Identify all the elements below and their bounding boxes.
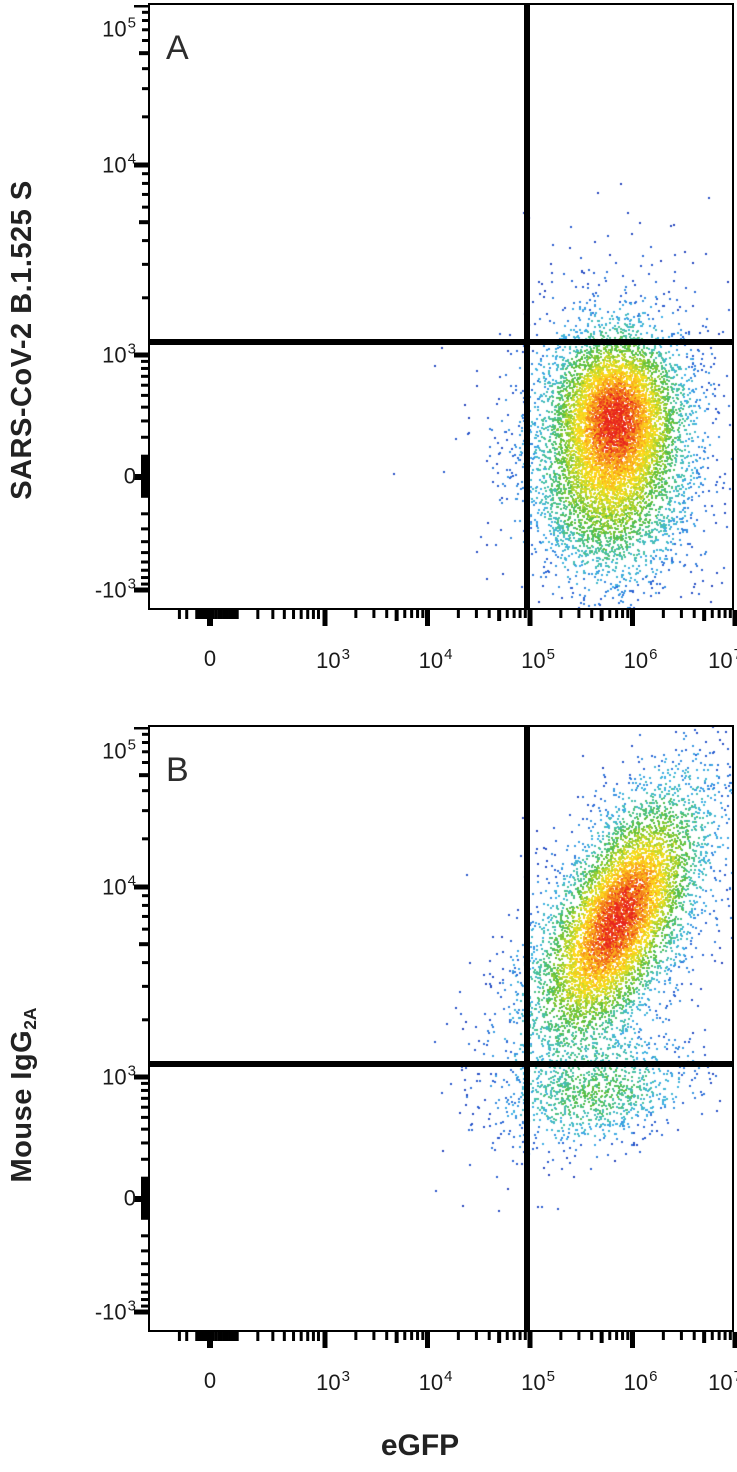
panel-b-quadrant-gate-horizontal	[148, 1060, 734, 1067]
panel-a-y-axis-title: SARS-CoV-2 B.1.525 S	[6, 180, 38, 500]
x-axis-tick-label: 103	[316, 646, 350, 673]
x-axis-tick-label: 0	[203, 1368, 217, 1393]
y-axis-tick-label: 0	[123, 463, 136, 489]
y-axis-tick-label: 105	[102, 736, 136, 764]
panel-a-x-axis-ticks	[177, 610, 737, 626]
x-axis-tick-label: 0	[203, 646, 217, 671]
x-axis-tick-label: 107	[708, 646, 737, 673]
x-axis-tick-label: 103	[316, 1368, 350, 1395]
x-axis-tick-label: 105	[521, 1368, 555, 1395]
panel-b-quadrant-gate-vertical	[524, 725, 531, 1332]
panel-b-letter: B	[166, 751, 189, 789]
panel-b-y-axis-title: Mouse IgG2A	[6, 1007, 41, 1183]
y-axis-tick-label: -103	[94, 1297, 136, 1325]
panel-b-density-scatter	[150, 727, 732, 1330]
panel-a-letter: A	[166, 29, 189, 67]
panel-a-quadrant-gate-horizontal	[148, 338, 734, 345]
panel-a-plot: A	[148, 3, 734, 610]
panel-b-x-axis-ticks	[177, 1332, 737, 1348]
y-axis-tick-label: 105	[102, 14, 136, 42]
x-axis-tick-label: 107	[708, 1368, 737, 1395]
x-axis-title: eGFP	[380, 1429, 460, 1462]
y-axis-tick-label: -103	[94, 575, 136, 603]
panel-b-plot: B	[148, 725, 734, 1332]
y-axis-tick-label: 104	[102, 150, 136, 178]
y-axis-tick-label: 103	[102, 1062, 136, 1090]
y-axis-tick-label: 0	[123, 1185, 136, 1211]
x-axis-tick-label: 106	[623, 646, 658, 673]
x-axis-tick-label: 106	[623, 1368, 658, 1395]
x-axis-tick-label: 104	[418, 646, 453, 673]
y-axis-tick-label: 103	[102, 340, 136, 368]
x-axis-tick-label: 105	[521, 646, 555, 673]
y-axis-tick-label: 104	[102, 872, 136, 900]
panel-a-y-axis-ticks	[134, 5, 150, 593]
panel-a-density-scatter	[150, 5, 732, 608]
panel-b-y-axis-ticks	[134, 727, 150, 1315]
x-axis-tick-label: 104	[418, 1368, 453, 1395]
panel-a-quadrant-gate-vertical	[524, 3, 531, 610]
